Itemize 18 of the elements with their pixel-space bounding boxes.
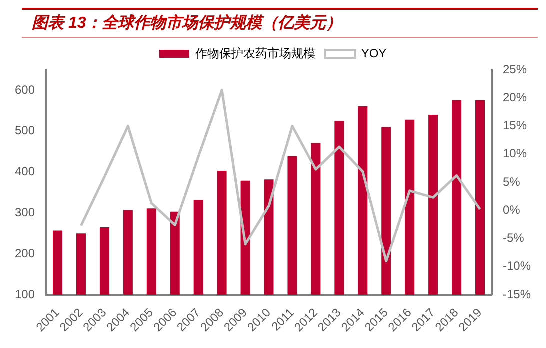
y2-tick-label: 25% [502,62,528,76]
y-tick-label: 100 [14,287,36,302]
y2-tick-label: -10% [502,259,532,274]
y-tick-label: 500 [14,124,36,138]
chart-title: 图表 13：全球作物市场保护规模（亿美元） [22,8,538,38]
y-tick-label: 400 [14,164,36,179]
y2-tick-label: 15% [502,118,528,133]
y2-tick-label: -5% [502,231,525,246]
y2-tick-label: -15% [502,287,532,302]
y2-tick-label: 0% [502,202,521,217]
legend-label: 作物保护农药市场规模 [194,46,316,60]
y2-tick-label: 20% [502,90,528,104]
y2-tick-label: 5% [502,174,521,189]
y-tick-label: 300 [14,205,36,220]
y-tick-label: 600 [14,82,36,97]
y2-tick-label: 10% [502,146,528,161]
y-tick-label: 200 [14,246,36,260]
legend-label: YOY [361,46,387,60]
